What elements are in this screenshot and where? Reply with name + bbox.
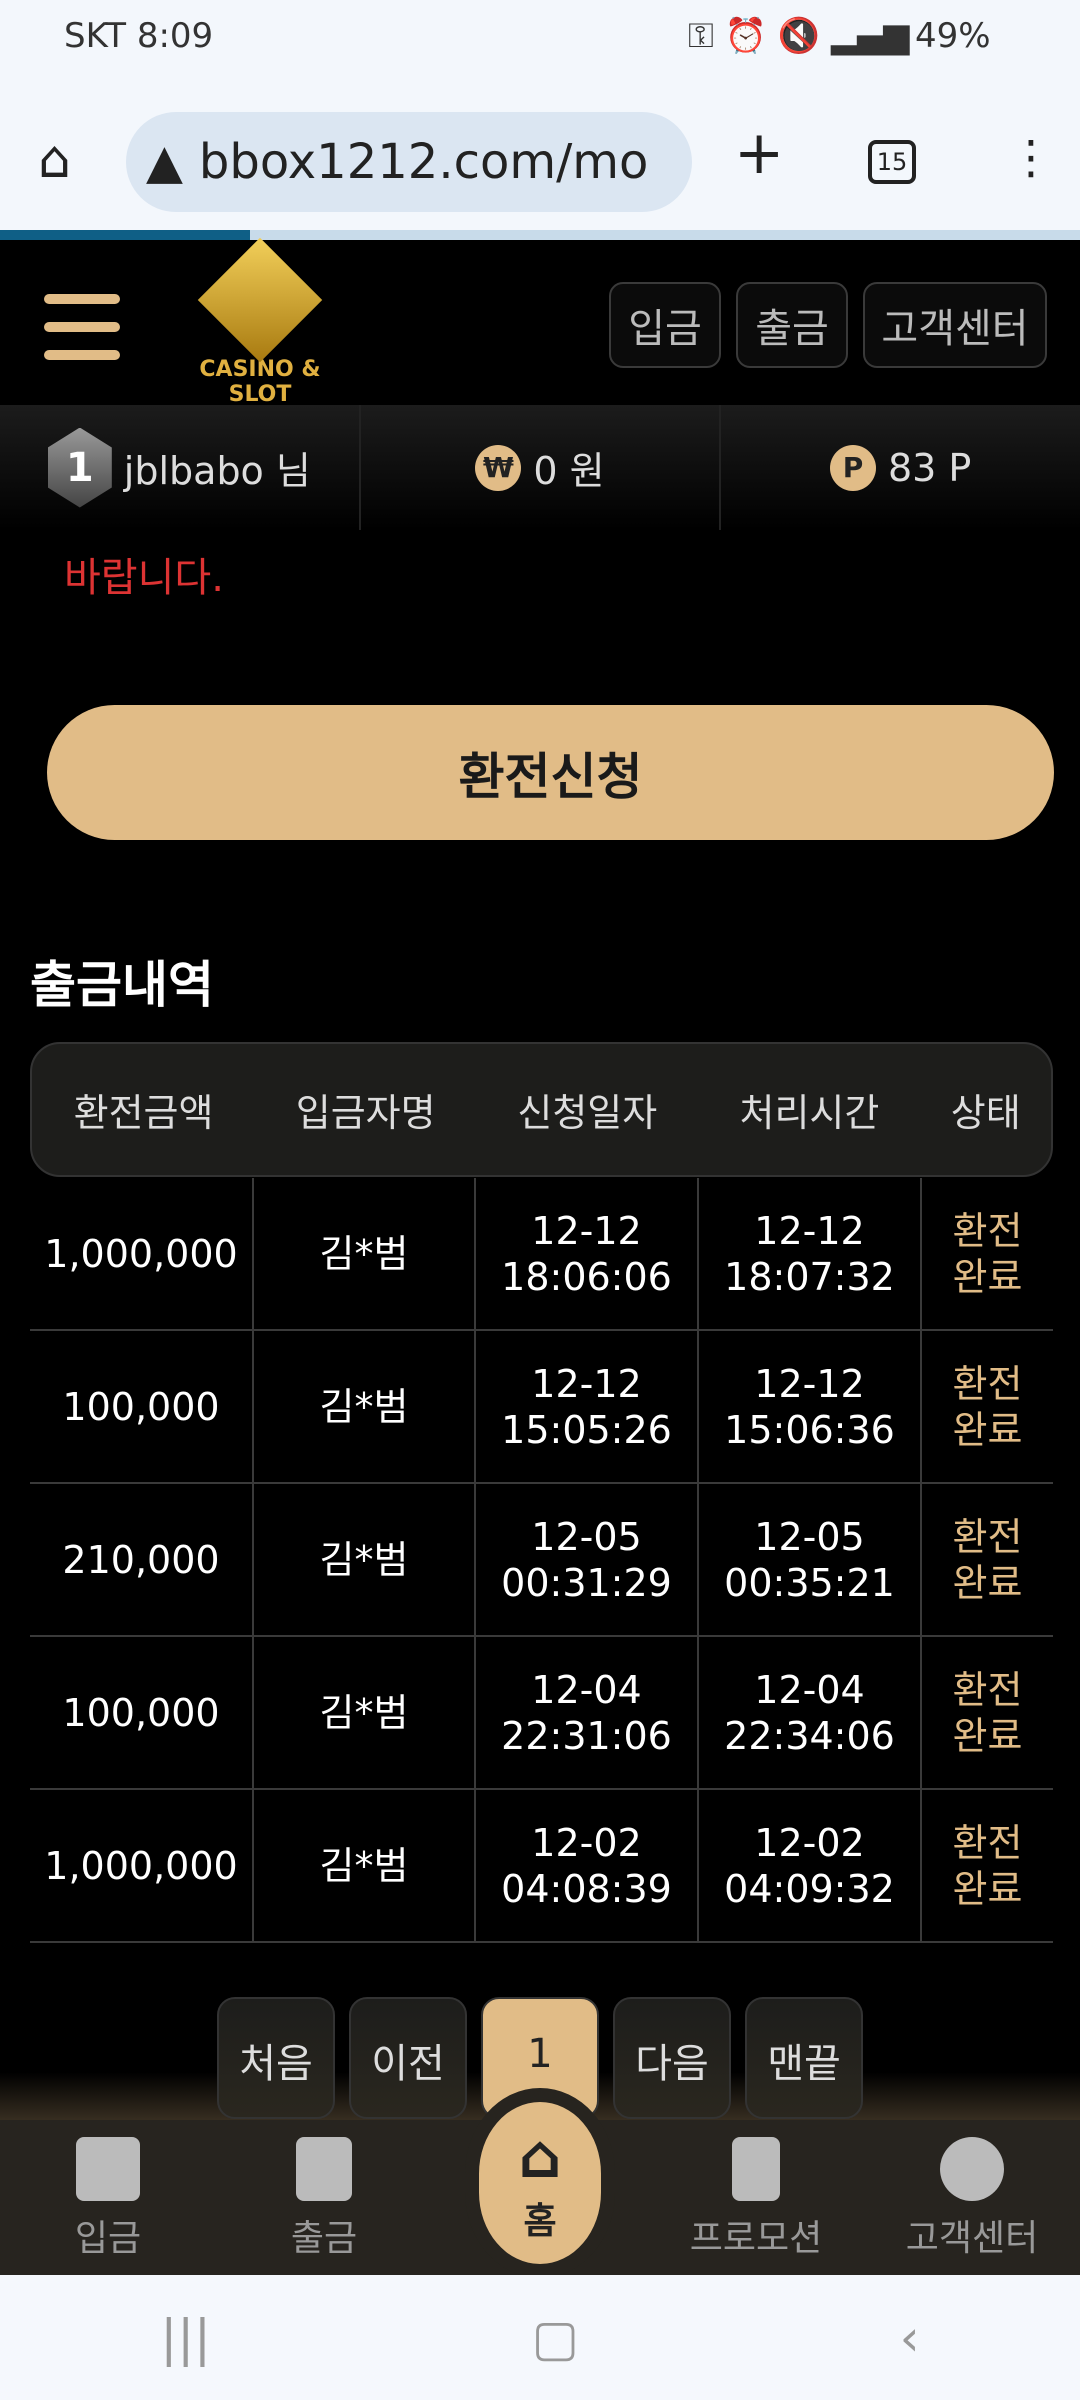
table-row: 1,000,000 김*범 12-12 18:06:06 12-12 18:07:32…	[30, 1178, 1053, 1331]
notice-text: 바랍니다.	[64, 555, 224, 601]
request-date-cell: 12-04 22:31:06	[476, 1637, 699, 1788]
status-cell: 환전 완료	[952, 1361, 1023, 1452]
status-bar: SKT 8:09 ⚿ ⏰ 🔇 ▂▄▆ 49%	[0, 0, 1080, 70]
request-date-cell: 12-12 15:05:26	[476, 1331, 699, 1482]
address-bar[interactable]: ▲ bbox1212.com/mo	[126, 112, 692, 212]
clock: 8:09	[136, 16, 214, 56]
carrier-time: SKT 8:09	[64, 16, 213, 56]
home-icon[interactable]: ⌂	[38, 130, 72, 190]
battery-level: 49%	[915, 16, 991, 56]
nav-promotion[interactable]: 프로모션	[648, 2120, 864, 2275]
amount-cell: 100,000	[30, 1331, 254, 1482]
page-last[interactable]: 맨끝	[745, 1997, 863, 2119]
depositor-cell: 김*범	[254, 1790, 476, 1941]
nav-label: 입금	[74, 2218, 142, 2259]
hamburger-menu-icon[interactable]	[44, 294, 120, 360]
amount-cell: 100,000	[30, 1637, 254, 1788]
header-support-button[interactable]: 고객센터	[863, 282, 1047, 368]
depositor-cell: 김*범	[254, 1637, 476, 1788]
status-cell: 환전 완료	[952, 1208, 1023, 1299]
process-time-cell: 12-05 00:35:21	[699, 1484, 922, 1635]
nav-label: 프로모션	[689, 2218, 823, 2259]
table-row: 100,000 김*범 12-04 22:31:06 12-04 22:34:06 환전…	[30, 1637, 1053, 1790]
site-logo[interactable]: CASINO & SLOT	[165, 237, 355, 407]
col-request-date: 신청일자	[517, 1091, 658, 1135]
nav-withdraw[interactable]: 출금	[216, 2120, 432, 2275]
gift-icon	[732, 2137, 780, 2201]
home-button-icon[interactable]: ▢	[531, 2308, 579, 2367]
depositor-cell: 김*범	[254, 1331, 476, 1482]
withdraw-table: 1,000,000 김*범 12-12 18:06:06 12-12 18:07:32…	[30, 1178, 1053, 1943]
page-load-progress	[0, 230, 1080, 240]
points-icon: P	[830, 444, 876, 491]
username: jblbabo 님	[123, 449, 311, 493]
request-date-cell: 12-02 04:08:39	[476, 1790, 699, 1941]
depositor-cell: 김*범	[254, 1484, 476, 1635]
browser-toolbar: ⌂ ▲ bbox1212.com/mo + 15 ⋮	[0, 70, 1080, 230]
points-cell: P 83 P	[721, 405, 1080, 530]
balance-cell: ₩0 원	[361, 405, 722, 530]
won-icon: ₩	[475, 444, 522, 491]
col-depositor: 입금자명	[295, 1091, 436, 1135]
user-info-bar: 1 jblbabo 님 ₩0 원 P 83 P	[0, 405, 1080, 530]
url-text: bbox1212.com/mo	[198, 134, 649, 190]
amount-cell: 1,000,000	[30, 1178, 254, 1329]
system-nav-bar: ||| ▢ ‹	[0, 2275, 1080, 2400]
header-deposit-button[interactable]: 입금	[609, 282, 721, 368]
page-prev[interactable]: 이전	[349, 1997, 467, 2119]
balance: 0 원	[533, 449, 605, 493]
status-icons: ⚿ ⏰ 🔇 ▂▄▆	[688, 16, 910, 56]
card-plus-icon	[76, 2137, 140, 2201]
amount-cell: 210,000	[30, 1484, 254, 1635]
nav-deposit[interactable]: 입금	[0, 2120, 216, 2275]
col-process-time: 처리시간	[739, 1091, 880, 1135]
section-title: 출금내역	[30, 956, 214, 1014]
carrier: SKT	[64, 16, 127, 56]
atm-card-icon	[296, 2137, 352, 2201]
nav-support[interactable]: 고객센터	[864, 2120, 1080, 2275]
table-header: 환전금액 입금자명 신청일자 처리시간 상태	[30, 1042, 1053, 1177]
request-date-cell: 12-12 18:06:06	[476, 1178, 699, 1329]
user-cell[interactable]: 1 jblbabo 님	[0, 405, 361, 530]
nav-home[interactable]: ⌂ 홈	[465, 2088, 615, 2278]
level-badge-icon: 1	[47, 427, 112, 508]
status-cell: 환전 완료	[952, 1667, 1023, 1758]
pagination: 처음 이전 1 다음 맨끝	[0, 1997, 1080, 2122]
depositor-cell: 김*범	[254, 1178, 476, 1329]
recent-apps-icon[interactable]: |||	[160, 2308, 211, 2367]
header-withdraw-button[interactable]: 출금	[736, 282, 848, 368]
page-first[interactable]: 처음	[217, 1997, 335, 2119]
col-amount: 환전금액	[73, 1091, 214, 1135]
table-row: 1,000,000 김*범 12-02 04:08:39 12-02 04:09:32…	[30, 1790, 1053, 1943]
process-time-cell: 12-12 18:07:32	[699, 1178, 922, 1329]
page-next[interactable]: 다음	[613, 1997, 731, 2119]
exchange-request-button[interactable]: 환전신청	[47, 705, 1054, 840]
warning-icon: ▲	[146, 134, 183, 190]
process-time-cell: 12-02 04:09:32	[699, 1790, 922, 1941]
nav-label: 홈	[523, 2201, 557, 2242]
new-tab-icon[interactable]: +	[734, 118, 785, 188]
house-icon: ⌂	[518, 2122, 562, 2192]
process-time-cell: 12-12 15:06:36	[699, 1331, 922, 1482]
chat-bubbles-icon	[940, 2137, 1004, 2201]
nav-label: 출금	[290, 2218, 358, 2259]
back-icon[interactable]: ‹	[899, 2308, 920, 2367]
table-row: 210,000 김*범 12-05 00:31:29 12-05 00:35:21 환전…	[30, 1484, 1053, 1637]
points: 83 P	[888, 445, 972, 490]
request-date-cell: 12-05 00:31:29	[476, 1484, 699, 1635]
amount-cell: 1,000,000	[30, 1790, 254, 1941]
status-cell: 환전 완료	[952, 1514, 1023, 1605]
col-status: 상태	[950, 1091, 1021, 1135]
status-cell: 환전 완료	[952, 1820, 1023, 1911]
site-header: CASINO & SLOT 입금 출금 고객센터	[0, 237, 1080, 407]
tab-count[interactable]: 15	[868, 140, 916, 184]
process-time-cell: 12-04 22:34:06	[699, 1637, 922, 1788]
menu-icon[interactable]: ⋮	[1008, 130, 1054, 184]
nav-label: 고객센터	[905, 2218, 1039, 2259]
table-row: 100,000 김*범 12-12 15:05:26 12-12 15:06:36 환전…	[30, 1331, 1053, 1484]
